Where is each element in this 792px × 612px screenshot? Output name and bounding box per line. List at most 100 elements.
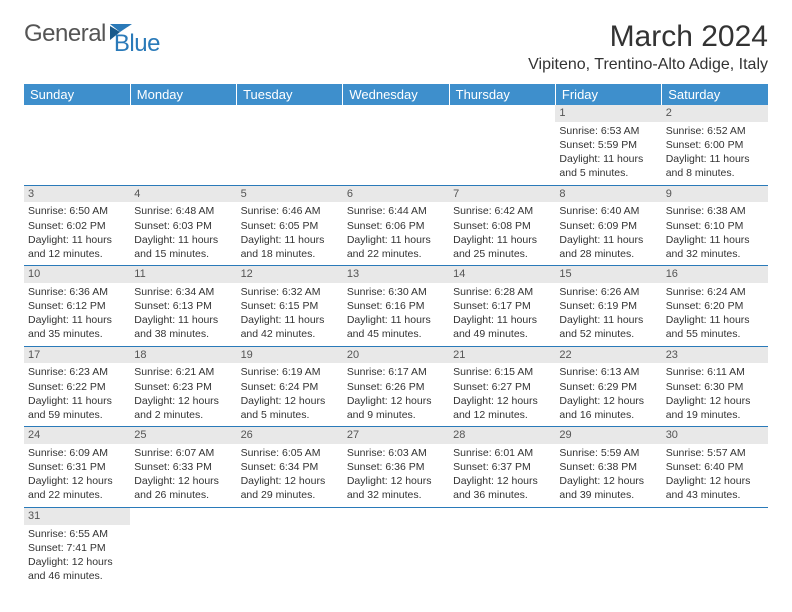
calendar-day-cell: 16Sunrise: 6:24 AMSunset: 6:20 PMDayligh… (662, 266, 768, 347)
daylight-text: Daylight: 11 hours and 42 minutes. (241, 313, 339, 341)
daylight-text: Daylight: 12 hours and 5 minutes. (241, 394, 339, 422)
sunset-text: Sunset: 6:09 PM (559, 219, 657, 233)
sunset-text: Sunset: 6:27 PM (453, 380, 551, 394)
daylight-text: Daylight: 11 hours and 52 minutes. (559, 313, 657, 341)
page-title: March 2024 (528, 20, 768, 54)
calendar-empty-cell (130, 507, 236, 587)
calendar-week-row: 3Sunrise: 6:50 AMSunset: 6:02 PMDaylight… (24, 185, 768, 266)
sunrise-text: Sunrise: 6:19 AM (241, 365, 339, 379)
day-details: Sunrise: 6:09 AMSunset: 6:31 PMDaylight:… (24, 444, 130, 507)
daylight-text: Daylight: 11 hours and 12 minutes. (28, 233, 126, 261)
day-details: Sunrise: 6:44 AMSunset: 6:06 PMDaylight:… (343, 202, 449, 265)
sunrise-text: Sunrise: 6:05 AM (241, 446, 339, 460)
sunrise-text: Sunrise: 6:48 AM (134, 204, 232, 218)
sunrise-text: Sunrise: 6:50 AM (28, 204, 126, 218)
weekday-header: Sunday (24, 84, 130, 105)
day-number: 22 (555, 347, 661, 364)
day-number: 11 (130, 266, 236, 283)
daylight-text: Daylight: 11 hours and 32 minutes. (666, 233, 764, 261)
calendar-day-cell: 20Sunrise: 6:17 AMSunset: 6:26 PMDayligh… (343, 346, 449, 427)
daylight-text: Daylight: 11 hours and 35 minutes. (28, 313, 126, 341)
calendar-day-cell: 17Sunrise: 6:23 AMSunset: 6:22 PMDayligh… (24, 346, 130, 427)
sunset-text: Sunset: 6:26 PM (347, 380, 445, 394)
daylight-text: Daylight: 12 hours and 39 minutes. (559, 474, 657, 502)
sunset-text: Sunset: 5:59 PM (559, 138, 657, 152)
sunrise-text: Sunrise: 6:23 AM (28, 365, 126, 379)
day-details: Sunrise: 6:26 AMSunset: 6:19 PMDaylight:… (555, 283, 661, 346)
day-details: Sunrise: 6:24 AMSunset: 6:20 PMDaylight:… (662, 283, 768, 346)
sunset-text: Sunset: 6:34 PM (241, 460, 339, 474)
day-number: 31 (24, 508, 130, 525)
sunrise-text: Sunrise: 6:44 AM (347, 204, 445, 218)
calendar-day-cell: 15Sunrise: 6:26 AMSunset: 6:19 PMDayligh… (555, 266, 661, 347)
calendar-empty-cell (662, 507, 768, 587)
day-details: Sunrise: 6:46 AMSunset: 6:05 PMDaylight:… (237, 202, 343, 265)
sunset-text: Sunset: 6:15 PM (241, 299, 339, 313)
daylight-text: Daylight: 11 hours and 49 minutes. (453, 313, 551, 341)
brand-name-suffix: Blue (114, 30, 160, 58)
day-number: 5 (237, 186, 343, 203)
day-details: Sunrise: 6:55 AMSunset: 7:41 PMDaylight:… (24, 525, 130, 588)
sunset-text: Sunset: 6:38 PM (559, 460, 657, 474)
sunrise-text: Sunrise: 6:01 AM (453, 446, 551, 460)
daylight-text: Daylight: 11 hours and 38 minutes. (134, 313, 232, 341)
sunset-text: Sunset: 6:12 PM (28, 299, 126, 313)
sunset-text: Sunset: 6:31 PM (28, 460, 126, 474)
day-number: 14 (449, 266, 555, 283)
calendar-day-cell: 25Sunrise: 6:07 AMSunset: 6:33 PMDayligh… (130, 427, 236, 508)
calendar-day-cell: 11Sunrise: 6:34 AMSunset: 6:13 PMDayligh… (130, 266, 236, 347)
day-details: Sunrise: 5:59 AMSunset: 6:38 PMDaylight:… (555, 444, 661, 507)
day-details: Sunrise: 6:50 AMSunset: 6:02 PMDaylight:… (24, 202, 130, 265)
sunrise-text: Sunrise: 6:17 AM (347, 365, 445, 379)
sunset-text: Sunset: 6:23 PM (134, 380, 232, 394)
sunrise-text: Sunrise: 6:03 AM (347, 446, 445, 460)
weekday-header-row: SundayMondayTuesdayWednesdayThursdayFrid… (24, 84, 768, 105)
day-number: 24 (24, 427, 130, 444)
calendar-empty-cell (130, 105, 236, 185)
calendar-empty-cell (555, 507, 661, 587)
daylight-text: Daylight: 11 hours and 18 minutes. (241, 233, 339, 261)
sunrise-text: Sunrise: 6:53 AM (559, 124, 657, 138)
day-number: 29 (555, 427, 661, 444)
sunrise-text: Sunrise: 6:21 AM (134, 365, 232, 379)
day-details: Sunrise: 6:03 AMSunset: 6:36 PMDaylight:… (343, 444, 449, 507)
calendar-empty-cell (237, 507, 343, 587)
sunrise-text: Sunrise: 6:52 AM (666, 124, 764, 138)
calendar-day-cell: 3Sunrise: 6:50 AMSunset: 6:02 PMDaylight… (24, 185, 130, 266)
sunset-text: Sunset: 6:40 PM (666, 460, 764, 474)
weekday-header: Friday (555, 84, 661, 105)
daylight-text: Daylight: 12 hours and 12 minutes. (453, 394, 551, 422)
sunrise-text: Sunrise: 6:09 AM (28, 446, 126, 460)
day-number: 15 (555, 266, 661, 283)
weekday-header: Wednesday (343, 84, 449, 105)
sunrise-text: Sunrise: 6:36 AM (28, 285, 126, 299)
day-number: 6 (343, 186, 449, 203)
day-details: Sunrise: 6:40 AMSunset: 6:09 PMDaylight:… (555, 202, 661, 265)
calendar-day-cell: 21Sunrise: 6:15 AMSunset: 6:27 PMDayligh… (449, 346, 555, 427)
sunset-text: Sunset: 6:22 PM (28, 380, 126, 394)
sunrise-text: Sunrise: 6:40 AM (559, 204, 657, 218)
calendar-empty-cell (24, 105, 130, 185)
day-number: 19 (237, 347, 343, 364)
calendar-empty-cell (343, 507, 449, 587)
day-number: 7 (449, 186, 555, 203)
day-details: Sunrise: 6:21 AMSunset: 6:23 PMDaylight:… (130, 363, 236, 426)
daylight-text: Daylight: 11 hours and 28 minutes. (559, 233, 657, 261)
sunset-text: Sunset: 6:29 PM (559, 380, 657, 394)
sunset-text: Sunset: 6:16 PM (347, 299, 445, 313)
sunset-text: Sunset: 6:05 PM (241, 219, 339, 233)
sunrise-text: Sunrise: 6:42 AM (453, 204, 551, 218)
day-details: Sunrise: 6:30 AMSunset: 6:16 PMDaylight:… (343, 283, 449, 346)
day-number: 20 (343, 347, 449, 364)
day-number: 2 (662, 105, 768, 122)
calendar-week-row: 31Sunrise: 6:55 AMSunset: 7:41 PMDayligh… (24, 507, 768, 587)
day-number: 23 (662, 347, 768, 364)
day-number: 28 (449, 427, 555, 444)
day-details: Sunrise: 6:36 AMSunset: 6:12 PMDaylight:… (24, 283, 130, 346)
sunrise-text: Sunrise: 6:55 AM (28, 527, 126, 541)
daylight-text: Daylight: 11 hours and 59 minutes. (28, 394, 126, 422)
day-number: 9 (662, 186, 768, 203)
day-number: 10 (24, 266, 130, 283)
daylight-text: Daylight: 11 hours and 15 minutes. (134, 233, 232, 261)
calendar-day-cell: 2Sunrise: 6:52 AMSunset: 6:00 PMDaylight… (662, 105, 768, 185)
